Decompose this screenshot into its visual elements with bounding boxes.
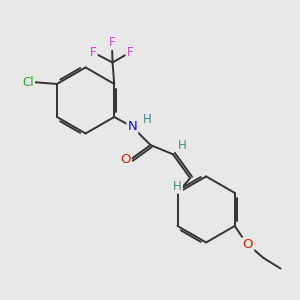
Text: F: F — [90, 46, 97, 59]
Text: Cl: Cl — [22, 76, 34, 89]
Text: N: N — [128, 120, 137, 134]
Text: O: O — [120, 153, 131, 166]
Text: H: H — [173, 180, 182, 193]
Text: H: H — [143, 113, 152, 126]
Text: O: O — [243, 238, 253, 251]
Text: F: F — [126, 46, 133, 59]
Text: F: F — [109, 36, 115, 49]
Text: H: H — [178, 139, 187, 152]
